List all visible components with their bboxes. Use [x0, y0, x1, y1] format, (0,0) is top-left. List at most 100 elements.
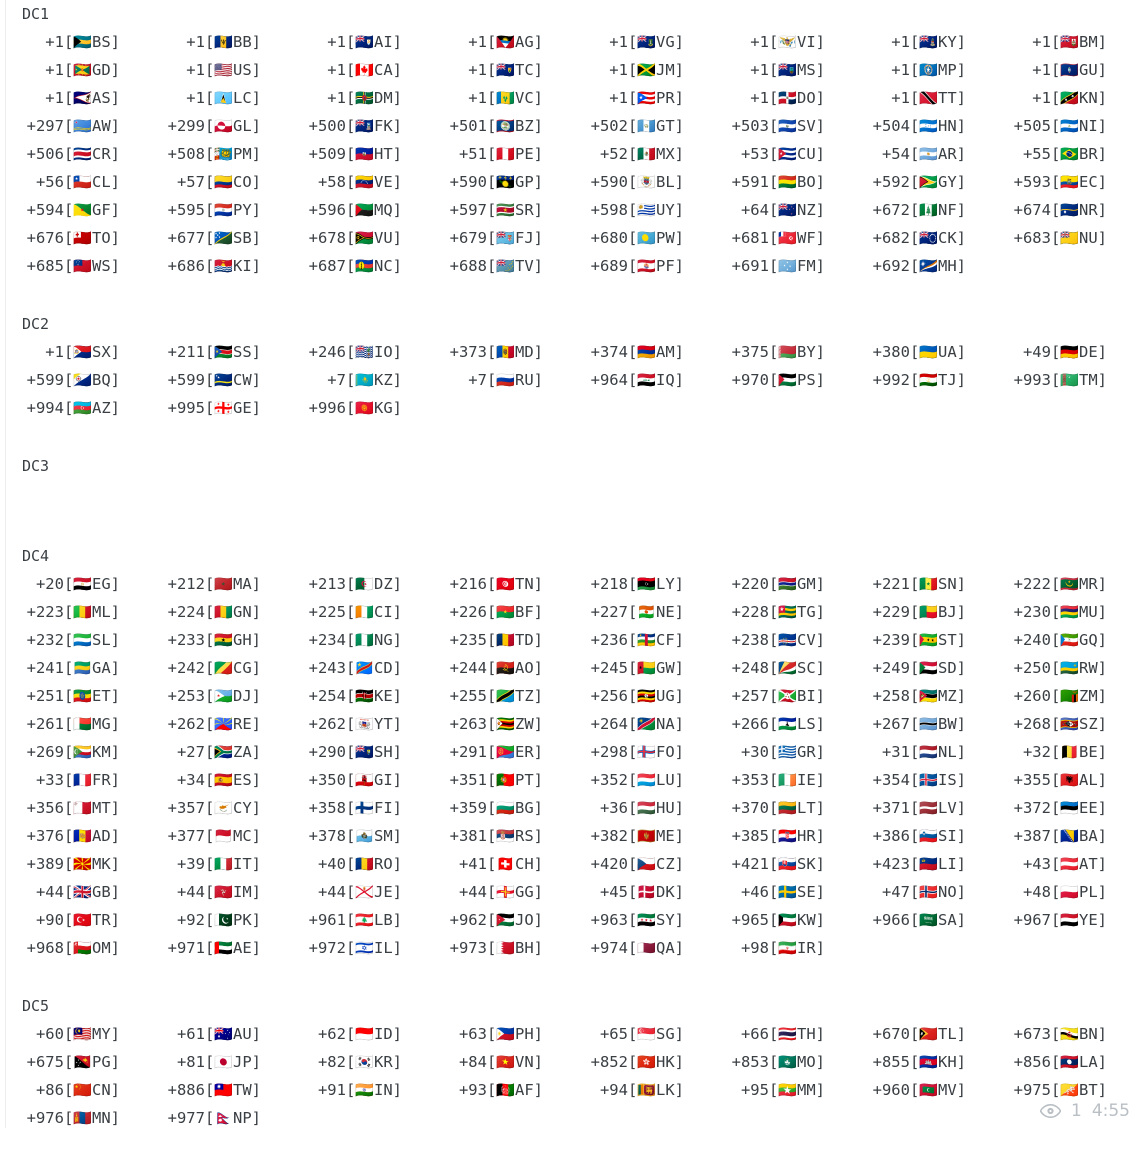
- dial-code-entry-TW[interactable]: +886[🇹🇼TW]: [141, 1076, 282, 1104]
- dial-code-entry-GE[interactable]: +995[🇬🇪GE]: [141, 394, 282, 422]
- dial-code-entry-MN[interactable]: +976[🇲🇳MN]: [0, 1104, 141, 1132]
- dial-code-entry-OM[interactable]: +968[🇴🇲OM]: [0, 934, 141, 962]
- dial-code-entry-MC[interactable]: +377[🇲🇨MC]: [141, 822, 282, 850]
- dial-code-entry-KH[interactable]: +855[🇰🇭KH]: [846, 1048, 987, 1076]
- dial-code-entry-HK[interactable]: +852[🇭🇰HK]: [564, 1048, 705, 1076]
- dial-code-entry-AM[interactable]: +374[🇦🇲AM]: [564, 338, 705, 366]
- dial-code-entry-BZ[interactable]: +501[🇧🇿BZ]: [423, 112, 564, 140]
- dial-code-entry-LY[interactable]: +218[🇱🇾LY]: [564, 570, 705, 598]
- dial-code-entry-GD[interactable]: +1[🇬🇩GD]: [0, 56, 141, 84]
- dial-code-entry-IE[interactable]: +353[🇮🇪IE]: [705, 766, 846, 794]
- dial-code-entry-IL[interactable]: +972[🇮🇱IL]: [282, 934, 423, 962]
- dial-code-entry-TZ[interactable]: +255[🇹🇿TZ]: [423, 682, 564, 710]
- dial-code-entry-TV[interactable]: +688[🇹🇻TV]: [423, 252, 564, 280]
- dial-code-entry-SL[interactable]: +232[🇸🇱SL]: [0, 626, 141, 654]
- dial-code-entry-MO[interactable]: +853[🇲🇴MO]: [705, 1048, 846, 1076]
- dial-code-entry-IM[interactable]: +44[🇮🇲IM]: [141, 878, 282, 906]
- dial-code-entry-GY[interactable]: +592[🇬🇾GY]: [846, 168, 987, 196]
- dial-code-entry-RO[interactable]: +40[🇷🇴RO]: [282, 850, 423, 878]
- dial-code-entry-SR[interactable]: +597[🇸🇷SR]: [423, 196, 564, 224]
- dial-code-entry-QA[interactable]: +974[🇶🇦QA]: [564, 934, 705, 962]
- dial-code-entry-PS[interactable]: +970[🇵🇸PS]: [705, 366, 846, 394]
- dial-code-entry-NG[interactable]: +234[🇳🇬NG]: [282, 626, 423, 654]
- dial-code-entry-AD[interactable]: +376[🇦🇩AD]: [0, 822, 141, 850]
- dial-code-entry-AT[interactable]: +43[🇦🇹AT]: [987, 850, 1128, 878]
- dial-code-entry-NC[interactable]: +687[🇳🇨NC]: [282, 252, 423, 280]
- dial-code-entry-KI[interactable]: +686[🇰🇮KI]: [141, 252, 282, 280]
- dial-code-entry-VE[interactable]: +58[🇻🇪VE]: [282, 168, 423, 196]
- dial-code-entry-HR[interactable]: +385[🇭🇷HR]: [705, 822, 846, 850]
- dial-code-entry-BG[interactable]: +359[🇧🇬BG]: [423, 794, 564, 822]
- dial-code-entry-GB[interactable]: +44[🇬🇧GB]: [0, 878, 141, 906]
- dial-code-entry-ET[interactable]: +251[🇪🇹ET]: [0, 682, 141, 710]
- dial-code-entry-BM[interactable]: +1[🇧🇲BM]: [987, 28, 1128, 56]
- dial-code-entry-SE[interactable]: +46[🇸🇪SE]: [705, 878, 846, 906]
- dial-code-entry-LI[interactable]: +423[🇱🇮LI]: [846, 850, 987, 878]
- dial-code-entry-JO[interactable]: +962[🇯🇴JO]: [423, 906, 564, 934]
- dial-code-entry-ZW[interactable]: +263[🇿🇼ZW]: [423, 710, 564, 738]
- dial-code-entry-TO[interactable]: +676[🇹🇴TO]: [0, 224, 141, 252]
- dial-code-entry-PT[interactable]: +351[🇵🇹PT]: [423, 766, 564, 794]
- dial-code-entry-KZ[interactable]: +7[🇰🇿KZ]: [282, 366, 423, 394]
- dial-code-entry-MV[interactable]: +960[🇲🇻MV]: [846, 1076, 987, 1104]
- dial-code-entry-GT[interactable]: +502[🇬🇹GT]: [564, 112, 705, 140]
- dial-code-entry-AZ[interactable]: +994[🇦🇿AZ]: [0, 394, 141, 422]
- dial-code-entry-DM[interactable]: +1[🇩🇲DM]: [282, 84, 423, 112]
- dial-code-entry-DJ[interactable]: +253[🇩🇯DJ]: [141, 682, 282, 710]
- dial-code-entry-ID[interactable]: +62[🇮🇩ID]: [282, 1020, 423, 1048]
- dial-code-entry-AR[interactable]: +54[🇦🇷AR]: [846, 140, 987, 168]
- dial-code-entry-CY[interactable]: +357[🇨🇾CY]: [141, 794, 282, 822]
- dial-code-entry-MR[interactable]: +222[🇲🇷MR]: [987, 570, 1128, 598]
- dial-code-entry-YT[interactable]: +262[🇾🇹YT]: [282, 710, 423, 738]
- dial-code-entry-SS[interactable]: +211[🇸🇸SS]: [141, 338, 282, 366]
- dial-code-entry-BJ[interactable]: +229[🇧🇯BJ]: [846, 598, 987, 626]
- dial-code-entry-HU[interactable]: +36[🇭🇺HU]: [564, 794, 705, 822]
- dial-code-entry-UG[interactable]: +256[🇺🇬UG]: [564, 682, 705, 710]
- dial-code-entry-KR[interactable]: +82[🇰🇷KR]: [282, 1048, 423, 1076]
- dial-code-entry-SX[interactable]: +1[🇸🇽SX]: [0, 338, 141, 366]
- dial-code-entry-PR[interactable]: +1[🇵🇷PR]: [564, 84, 705, 112]
- dial-code-entry-SA[interactable]: +966[🇸🇦SA]: [846, 906, 987, 934]
- dial-code-entry-JP[interactable]: +81[🇯🇵JP]: [141, 1048, 282, 1076]
- dial-code-entry-FK[interactable]: +500[🇫🇰FK]: [282, 112, 423, 140]
- dial-code-entry-AF[interactable]: +93[🇦🇫AF]: [423, 1076, 564, 1104]
- dial-code-entry-LC[interactable]: +1[🇱🇨LC]: [141, 84, 282, 112]
- dial-code-entry-CD[interactable]: +243[🇨🇩CD]: [282, 654, 423, 682]
- dial-code-entry-KW[interactable]: +965[🇰🇼KW]: [705, 906, 846, 934]
- dial-code-entry-GU[interactable]: +1[🇬🇺GU]: [987, 56, 1128, 84]
- dial-code-entry-CA[interactable]: +1[🇨🇦CA]: [282, 56, 423, 84]
- dial-code-entry-DO[interactable]: +1[🇩🇴DO]: [705, 84, 846, 112]
- dial-code-entry-FO[interactable]: +298[🇫🇴FO]: [564, 738, 705, 766]
- dial-code-entry-JM[interactable]: +1[🇯🇲JM]: [564, 56, 705, 84]
- dial-code-entry-BR[interactable]: +55[🇧🇷BR]: [987, 140, 1128, 168]
- dial-code-entry-BH[interactable]: +973[🇧🇭BH]: [423, 934, 564, 962]
- dial-code-entry-AU[interactable]: +61[🇦🇺AU]: [141, 1020, 282, 1048]
- dial-code-entry-PH[interactable]: +63[🇵🇭PH]: [423, 1020, 564, 1048]
- dial-code-entry-LK[interactable]: +94[🇱🇰LK]: [564, 1076, 705, 1104]
- dial-code-entry-PE[interactable]: +51[🇵🇪PE]: [423, 140, 564, 168]
- dial-code-entry-LS[interactable]: +266[🇱🇸LS]: [705, 710, 846, 738]
- dial-code-entry-IO[interactable]: +246[🇮🇴IO]: [282, 338, 423, 366]
- dial-code-entry-GI[interactable]: +350[🇬🇮GI]: [282, 766, 423, 794]
- dial-code-entry-SI[interactable]: +386[🇸🇮SI]: [846, 822, 987, 850]
- dial-code-entry-ST[interactable]: +239[🇸🇹ST]: [846, 626, 987, 654]
- dial-code-entry-AW[interactable]: +297[🇦🇼AW]: [0, 112, 141, 140]
- dial-code-entry-CO[interactable]: +57[🇨🇴CO]: [141, 168, 282, 196]
- dial-code-entry-SH[interactable]: +290[🇸🇭SH]: [282, 738, 423, 766]
- dial-code-entry-SK[interactable]: +421[🇸🇰SK]: [705, 850, 846, 878]
- dial-code-entry-GQ[interactable]: +240[🇬🇶GQ]: [987, 626, 1128, 654]
- dial-code-entry-PG[interactable]: +675[🇵🇬PG]: [0, 1048, 141, 1076]
- dial-code-entry-BE[interactable]: +32[🇧🇪BE]: [987, 738, 1128, 766]
- dial-code-entry-PM[interactable]: +508[🇵🇲PM]: [141, 140, 282, 168]
- dial-code-entry-CI[interactable]: +225[🇨🇮CI]: [282, 598, 423, 626]
- dial-code-entry-LT[interactable]: +370[🇱🇹LT]: [705, 794, 846, 822]
- dial-code-entry-US[interactable]: +1[🇺🇸US]: [141, 56, 282, 84]
- dial-code-entry-IS[interactable]: +354[🇮🇸IS]: [846, 766, 987, 794]
- dial-code-entry-UA[interactable]: +380[🇺🇦UA]: [846, 338, 987, 366]
- dial-code-entry-PF[interactable]: +689[🇵🇫PF]: [564, 252, 705, 280]
- dial-code-entry-SD[interactable]: +249[🇸🇩SD]: [846, 654, 987, 682]
- dial-code-entry-CL[interactable]: +56[🇨🇱CL]: [0, 168, 141, 196]
- dial-code-entry-TH[interactable]: +66[🇹🇭TH]: [705, 1020, 846, 1048]
- dial-code-entry-JE[interactable]: +44[🇯🇪JE]: [282, 878, 423, 906]
- dial-code-entry-AG[interactable]: +1[🇦🇬AG]: [423, 28, 564, 56]
